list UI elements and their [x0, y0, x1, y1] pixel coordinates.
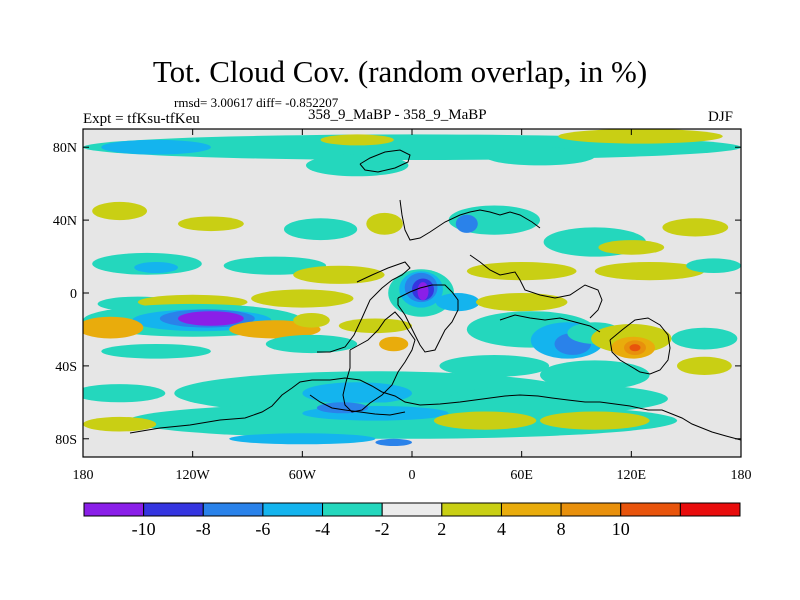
- field-patch: [540, 360, 650, 390]
- colorbar-label: -8: [196, 519, 211, 539]
- colorbar-label: 10: [612, 519, 630, 539]
- field-patch: [320, 134, 394, 146]
- field-patch: [375, 438, 413, 446]
- x-tick-label: 0: [409, 468, 416, 483]
- colorbar-swatch: [560, 502, 622, 517]
- field-patch: [284, 218, 358, 241]
- coastline-africa: [397, 284, 459, 353]
- x-tick-label: 120E: [617, 468, 647, 483]
- field-patch: [379, 336, 409, 352]
- field-patch: [293, 265, 385, 284]
- field-patch: [338, 318, 412, 334]
- colorbar: -10 -8 -6 -4 -2 2 4 8 10: [83, 502, 741, 539]
- coastline-greenland: [359, 149, 411, 173]
- field-patch: [485, 147, 595, 166]
- field-patch: [83, 384, 166, 403]
- field-patch: [101, 344, 211, 359]
- colorbar-swatch: [679, 502, 741, 517]
- colorbar-label: -4: [315, 519, 330, 539]
- map-axes: 180 120W 60W 0 60E 120E 180 80N 40N 0 40S 80S: [53, 129, 752, 483]
- plot-title: Tot. Cloud Cov. (random overlap, in %): [152, 54, 648, 89]
- field-patch: [662, 218, 729, 237]
- coastline-australia: [609, 317, 671, 375]
- x-tick-label: 180: [73, 468, 94, 483]
- colorbar-swatch: [143, 502, 204, 517]
- coastlines: [129, 149, 741, 441]
- field-patch: [686, 258, 741, 274]
- runs-label: 358_9_MaBP - 358_9_MaBP: [308, 107, 487, 123]
- colorbar-swatch: [83, 502, 145, 517]
- field-patch: [83, 416, 157, 432]
- colorbar-label: 8: [557, 519, 566, 539]
- field-patch: [439, 355, 550, 377]
- field-patch: [178, 216, 244, 232]
- y-tick-label: 80N: [53, 141, 77, 156]
- colorbar-swatch: [381, 502, 443, 517]
- field-patch: [293, 313, 330, 328]
- field-patch: [677, 356, 732, 375]
- coastline-south-america: [342, 311, 416, 413]
- field-patch: [540, 411, 650, 430]
- field-patch: [229, 433, 376, 445]
- field-patch: [178, 311, 244, 326]
- field-patch: [594, 262, 705, 281]
- field-patch: [88, 320, 133, 335]
- coastline-europe-asia: [399, 199, 541, 241]
- colorbar-swatch: [500, 502, 562, 517]
- coastline-antarctica: [129, 377, 741, 441]
- season-label: DJF: [708, 109, 734, 125]
- field-patch: [366, 212, 403, 235]
- field-patch: [134, 262, 179, 273]
- colorbar-label: -6: [255, 519, 270, 539]
- coastline-antarctic-peninsula: [309, 394, 406, 416]
- field-patch: [455, 214, 478, 233]
- y-tick-label: 80S: [55, 433, 77, 448]
- x-tick-label: 60W: [289, 468, 317, 483]
- field-patch: [265, 334, 358, 354]
- stats-text: rmsd= 3.00617 diff= -0.852207: [174, 95, 339, 110]
- field-patch: [302, 382, 413, 405]
- experiment-label: Expt = tfKsu-tfKeu: [83, 111, 200, 127]
- y-tick-label: 0: [70, 287, 77, 302]
- field-patch: [476, 293, 568, 312]
- coastline-arabia-india: [469, 254, 603, 319]
- field-patch: [128, 402, 678, 439]
- colorbar-label: -10: [132, 519, 156, 539]
- field-patch: [316, 402, 369, 414]
- y-tick-label: 40N: [53, 214, 77, 229]
- colorbar-swatch: [322, 502, 383, 517]
- field-patch: [251, 289, 354, 308]
- colorbar-swatch: [202, 502, 264, 517]
- x-tick-label: 120W: [176, 468, 211, 483]
- field-patch: [598, 240, 665, 255]
- field-patch: [92, 201, 147, 221]
- field-patch: [417, 282, 429, 301]
- coastline-north-america: [317, 261, 411, 353]
- colorbar-swatch: [262, 502, 324, 517]
- map-area: [83, 129, 741, 457]
- field-patch: [671, 327, 738, 350]
- colorbar-swatch: [620, 502, 681, 517]
- field-patch: [466, 262, 577, 281]
- cloud-anomaly-field: [83, 129, 741, 446]
- colorbar-label: 2: [437, 519, 446, 539]
- field-patch: [433, 411, 537, 430]
- y-tick-label: 40S: [55, 360, 77, 375]
- field-patch: [101, 139, 211, 155]
- colorbar-label: -2: [375, 519, 390, 539]
- coastline-southeast-asia: [499, 314, 601, 333]
- x-tick-label: 60E: [510, 468, 533, 483]
- x-tick-label: 180: [731, 468, 752, 483]
- field-patch: [558, 129, 723, 144]
- field-patch: [629, 344, 641, 352]
- colorbar-label: 4: [497, 519, 506, 539]
- colorbar-swatch: [441, 502, 502, 517]
- field-patch: [306, 154, 409, 177]
